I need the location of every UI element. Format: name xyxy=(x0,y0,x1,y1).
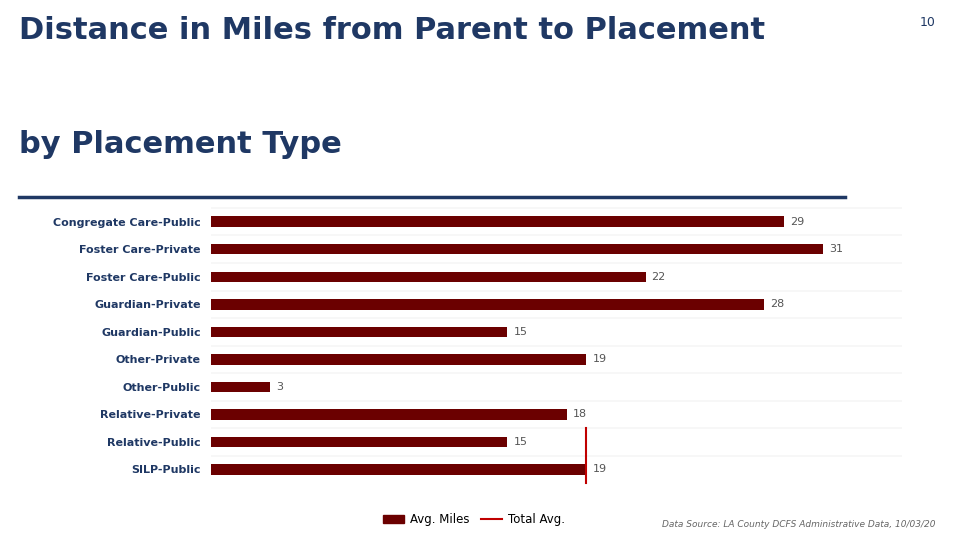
Bar xyxy=(211,272,646,282)
Text: 19: 19 xyxy=(592,464,607,475)
Bar xyxy=(211,217,784,227)
Text: 15: 15 xyxy=(514,437,527,447)
Text: 28: 28 xyxy=(770,299,784,309)
Text: Distance in Miles from Parent to Placement: Distance in Miles from Parent to Placeme… xyxy=(19,16,765,45)
Bar xyxy=(211,382,271,392)
Bar xyxy=(211,354,587,364)
Text: 3: 3 xyxy=(276,382,283,392)
Bar xyxy=(211,464,587,475)
Text: 29: 29 xyxy=(790,217,804,227)
Bar xyxy=(211,244,824,254)
Text: by Placement Type: by Placement Type xyxy=(19,130,342,159)
Text: 10: 10 xyxy=(920,16,936,29)
Text: 18: 18 xyxy=(572,409,587,420)
Bar xyxy=(211,409,566,420)
Bar xyxy=(211,299,764,309)
Text: Data Source: LA County DCFS Administrative Data, 10/03/20: Data Source: LA County DCFS Administrati… xyxy=(662,520,936,529)
Text: 15: 15 xyxy=(514,327,527,337)
Text: 19: 19 xyxy=(592,354,607,364)
Bar xyxy=(211,437,508,447)
Text: 31: 31 xyxy=(829,244,843,254)
Bar xyxy=(211,327,508,337)
Legend: Avg. Miles, Total Avg.: Avg. Miles, Total Avg. xyxy=(378,508,570,531)
Text: 22: 22 xyxy=(652,272,666,282)
